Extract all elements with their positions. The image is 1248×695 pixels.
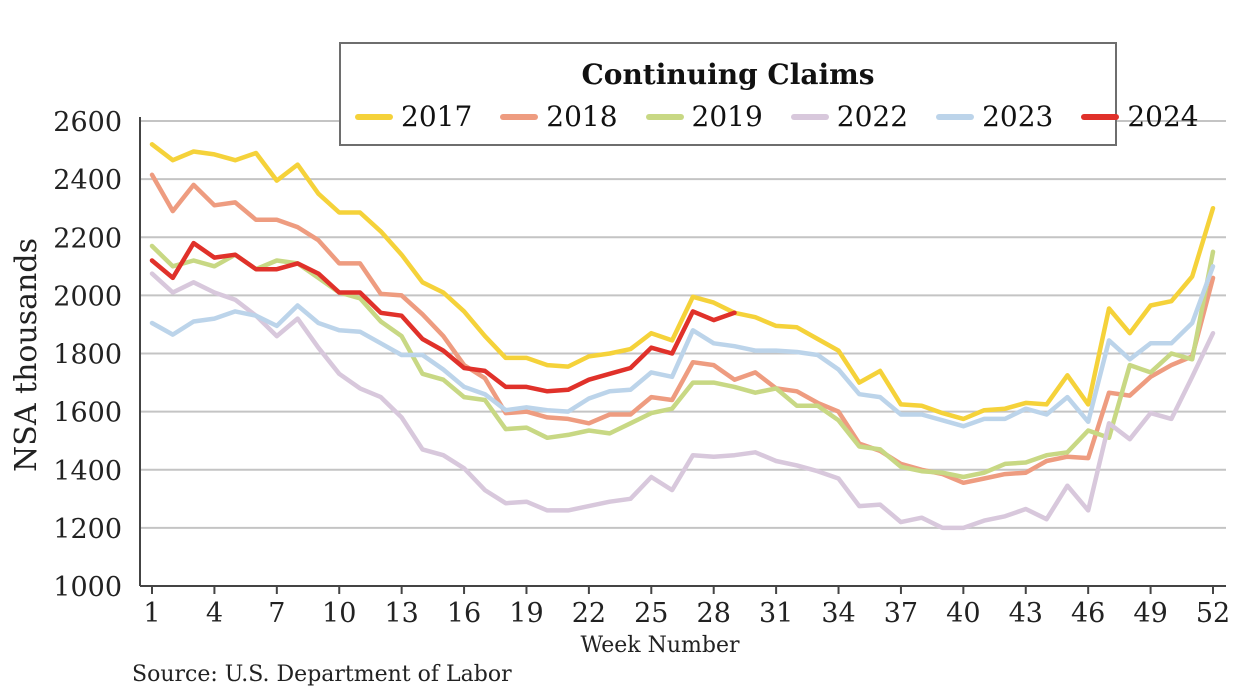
x-tick-label: 40 xyxy=(946,598,980,629)
x-tick-label: 28 xyxy=(697,598,731,629)
legend-item-2022: 2022 xyxy=(790,100,909,133)
series-line-2022 xyxy=(149,271,1216,531)
x-tick-label: 31 xyxy=(759,598,793,629)
legend-label: 2023 xyxy=(982,100,1054,133)
axes xyxy=(139,117,1226,594)
legend-label: 2024 xyxy=(1127,100,1199,133)
x-tick-label: 49 xyxy=(1133,598,1167,629)
source-note: Source: U.S. Department of Labor xyxy=(132,662,512,687)
legend-swatch xyxy=(936,113,975,120)
x-tick-label: 1 xyxy=(143,598,160,629)
y-tick-label: 2200 xyxy=(53,223,122,254)
series-lines xyxy=(149,142,1216,531)
x-tick-label: 4 xyxy=(206,598,223,629)
y-tick-label: 1800 xyxy=(53,340,122,371)
x-tick-label: 7 xyxy=(268,598,285,629)
legend: Continuing Claims 2017 2018 2019 2022 2023 20… xyxy=(339,42,1199,146)
x-tick-label: 16 xyxy=(447,598,481,629)
series-line-2019 xyxy=(149,243,1216,480)
legend-item-2024: 2024 xyxy=(1081,100,1199,133)
y-tick-labels: 1000 1200 1400 1600 1800 2000 2200 2400 2600 xyxy=(53,107,122,603)
x-tick-label: 25 xyxy=(634,598,668,629)
x-tick-label: 52 xyxy=(1196,598,1230,629)
series-line-2018 xyxy=(149,172,1216,486)
y-tick-label: 1000 xyxy=(53,572,122,603)
legend-item-2017: 2017 xyxy=(355,100,472,133)
chart-title: Continuing Claims xyxy=(581,58,875,91)
legend-label: 2017 xyxy=(401,100,473,133)
y-tick-label: 2400 xyxy=(53,165,122,196)
y-tick-label: 2600 xyxy=(53,107,122,138)
x-tick-label: 37 xyxy=(884,598,918,629)
legend-label: 2019 xyxy=(691,100,763,133)
legend-item-2018: 2018 xyxy=(500,100,618,133)
legend-label: 2022 xyxy=(836,100,909,133)
x-tick-labels: 1 4 7 10 13 16 19 22 25 28 31 34 37 40 43 46 49 52 xyxy=(143,598,1230,629)
legend-swatch xyxy=(645,113,684,120)
legend-label: 2018 xyxy=(546,100,618,133)
y-axis-label: NSA thousands xyxy=(9,238,44,472)
y-tick-label: 1400 xyxy=(53,456,122,487)
legend-swatch xyxy=(355,113,393,120)
x-tick-label: 22 xyxy=(572,598,606,629)
series-line-2024 xyxy=(149,240,737,394)
x-tick-label: 34 xyxy=(821,598,855,629)
legend-swatch xyxy=(1081,113,1120,120)
x-axis-label: Week Number xyxy=(580,633,740,658)
x-tick-label: 13 xyxy=(384,598,418,629)
legend-item-2019: 2019 xyxy=(645,100,763,133)
x-tick-label: 10 xyxy=(322,598,356,629)
legend-item-2023: 2023 xyxy=(936,100,1053,133)
legend-items: 2017 2018 2019 2022 2023 2024 xyxy=(355,100,1227,133)
series-line-2017 xyxy=(149,142,1216,422)
y-tick-label: 1200 xyxy=(53,514,122,545)
y-tick-label: 1600 xyxy=(53,398,122,429)
x-tick-label: 46 xyxy=(1071,598,1105,629)
legend-swatch xyxy=(500,113,539,120)
y-tick-label: 2000 xyxy=(53,281,122,312)
series-line-2023 xyxy=(149,264,1216,429)
x-tick-label: 43 xyxy=(1009,598,1043,629)
legend-swatch xyxy=(790,113,829,120)
x-tick-label: 19 xyxy=(509,598,543,629)
